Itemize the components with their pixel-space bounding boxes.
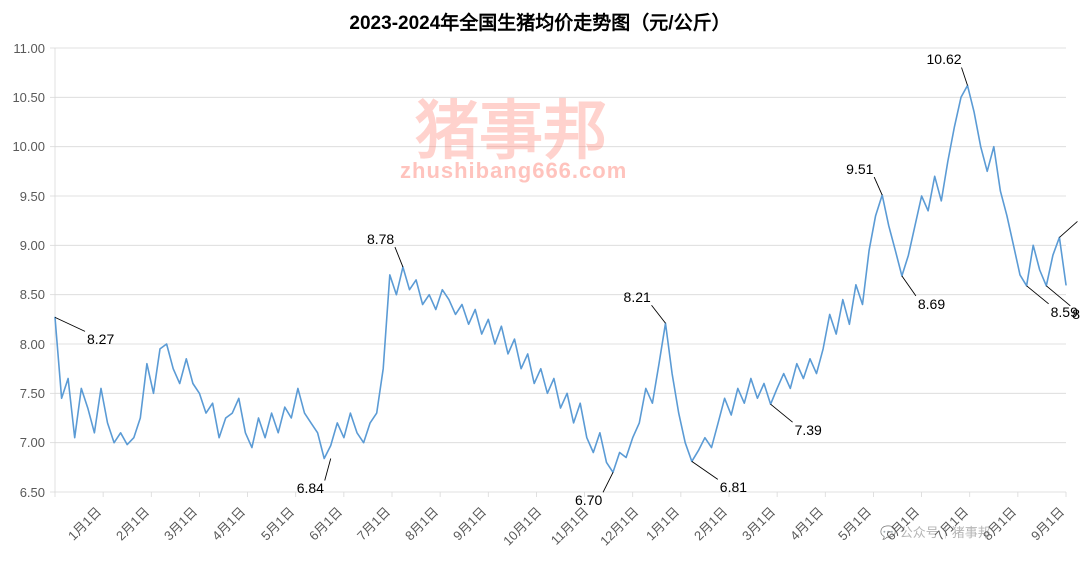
y-axis-tick-label: 8.50 (0, 287, 45, 302)
chart-plot-area (0, 0, 1080, 576)
data-point-label: 8.59 (1072, 306, 1080, 322)
y-axis-tick-label: 9.50 (0, 189, 45, 204)
data-point-label: 9.51 (846, 161, 873, 177)
data-point-label: 6.70 (575, 492, 602, 508)
pig-price-line-chart: 2023-2024年全国生猪均价走势图（元/公斤） 猪事邦 zhushibang… (0, 0, 1080, 576)
y-axis-tick-label: 10.00 (0, 139, 45, 154)
y-axis-tick-label: 7.50 (0, 386, 45, 401)
data-point-label: 8.78 (367, 231, 394, 247)
y-axis-tick-label: 9.00 (0, 238, 45, 253)
y-axis-tick-label: 8.00 (0, 337, 45, 352)
data-point-label: 6.84 (297, 480, 324, 496)
data-point-label: 8.27 (87, 331, 114, 347)
data-point-label: 8.21 (624, 289, 651, 305)
data-point-label: 7.39 (795, 422, 822, 438)
y-axis-tick-label: 10.50 (0, 90, 45, 105)
data-point-label: 6.81 (720, 479, 747, 495)
y-axis-tick-label: 7.00 (0, 435, 45, 450)
y-axis-tick-label: 11.00 (0, 41, 45, 56)
data-point-label: 8.69 (918, 296, 945, 312)
y-axis-tick-label: 6.50 (0, 485, 45, 500)
data-point-label: 10.62 (927, 51, 962, 67)
